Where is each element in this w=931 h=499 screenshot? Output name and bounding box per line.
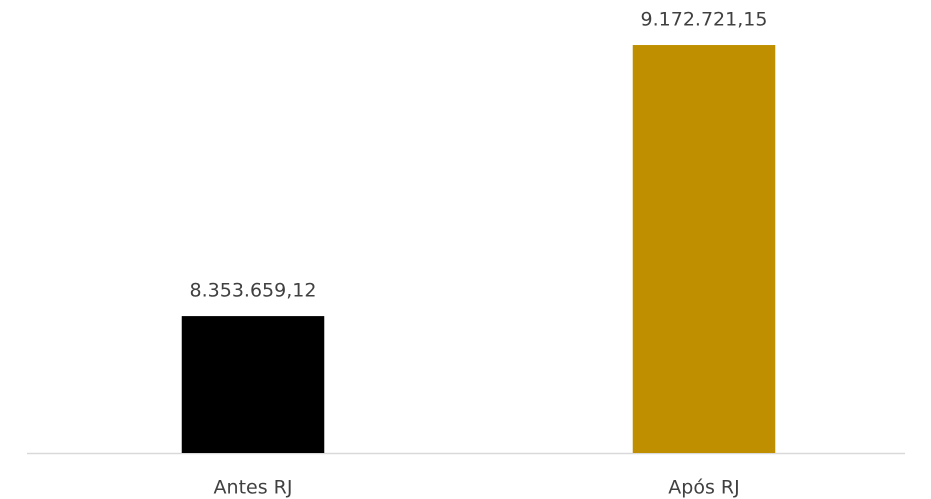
x-tick-label: Após RJ	[668, 477, 739, 499]
data-label: 9.172.721,15	[641, 9, 768, 31]
bar	[632, 45, 776, 453]
data-label: 8.353.659,12	[190, 280, 317, 302]
bar	[181, 316, 325, 453]
x-tick-label: Antes RJ	[214, 477, 293, 499]
